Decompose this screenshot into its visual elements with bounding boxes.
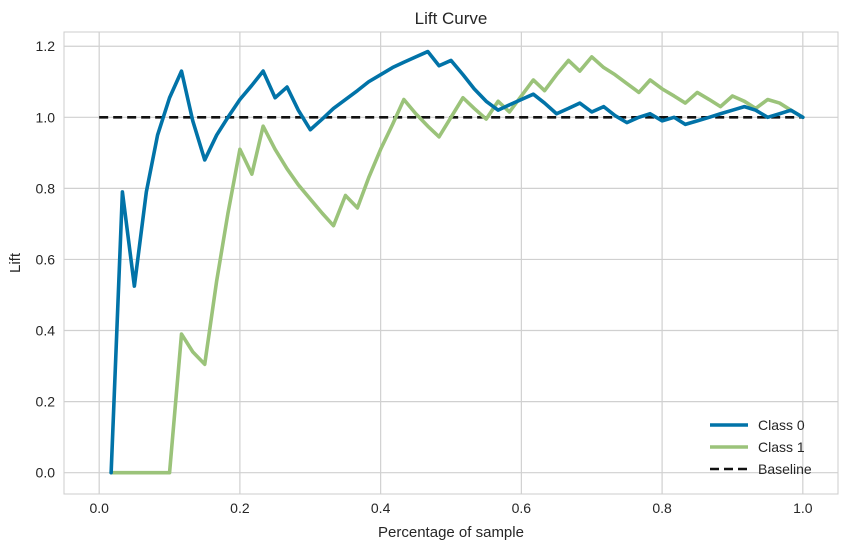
x-tick-label: 0.4	[371, 500, 391, 516]
tick-labels: 0.0 0.2 0.4 0.6 0.8 1.0 0.0 0.2 0.4 0.6 0.8 1.0 1.2	[36, 38, 813, 516]
grid-lines	[64, 32, 838, 494]
y-axis-label: Lift	[7, 252, 24, 273]
series-layer	[99, 49, 805, 475]
y-tick-label: 0.6	[36, 251, 56, 267]
y-tick-label: 0.4	[36, 323, 56, 339]
y-tick-label: 1.2	[36, 38, 56, 54]
series-line-class-1	[109, 55, 805, 475]
legend-entry-label: Class 1	[758, 439, 805, 455]
y-tick-label: 1.0	[36, 109, 56, 125]
legend-entry-label: Class 0	[758, 417, 805, 433]
plot-area	[63, 31, 839, 495]
series-line-class-0	[109, 49, 805, 475]
y-tick-label: 0.2	[36, 394, 56, 410]
legend-entry-label: Baseline	[758, 461, 812, 477]
legend: Class 0 Class 1 Baseline	[710, 417, 812, 477]
y-tick-label: 0.8	[36, 180, 56, 196]
chart-title: Lift Curve	[415, 9, 488, 28]
x-tick-label: 0.6	[512, 500, 532, 516]
x-axis-label: Percentage of sample	[378, 524, 524, 541]
x-tick-label: 0.8	[652, 500, 672, 516]
x-tick-label: 0.0	[89, 500, 109, 516]
x-tick-label: 1.0	[793, 500, 813, 516]
x-tick-label: 0.2	[230, 500, 250, 516]
y-tick-label: 0.0	[36, 465, 56, 481]
